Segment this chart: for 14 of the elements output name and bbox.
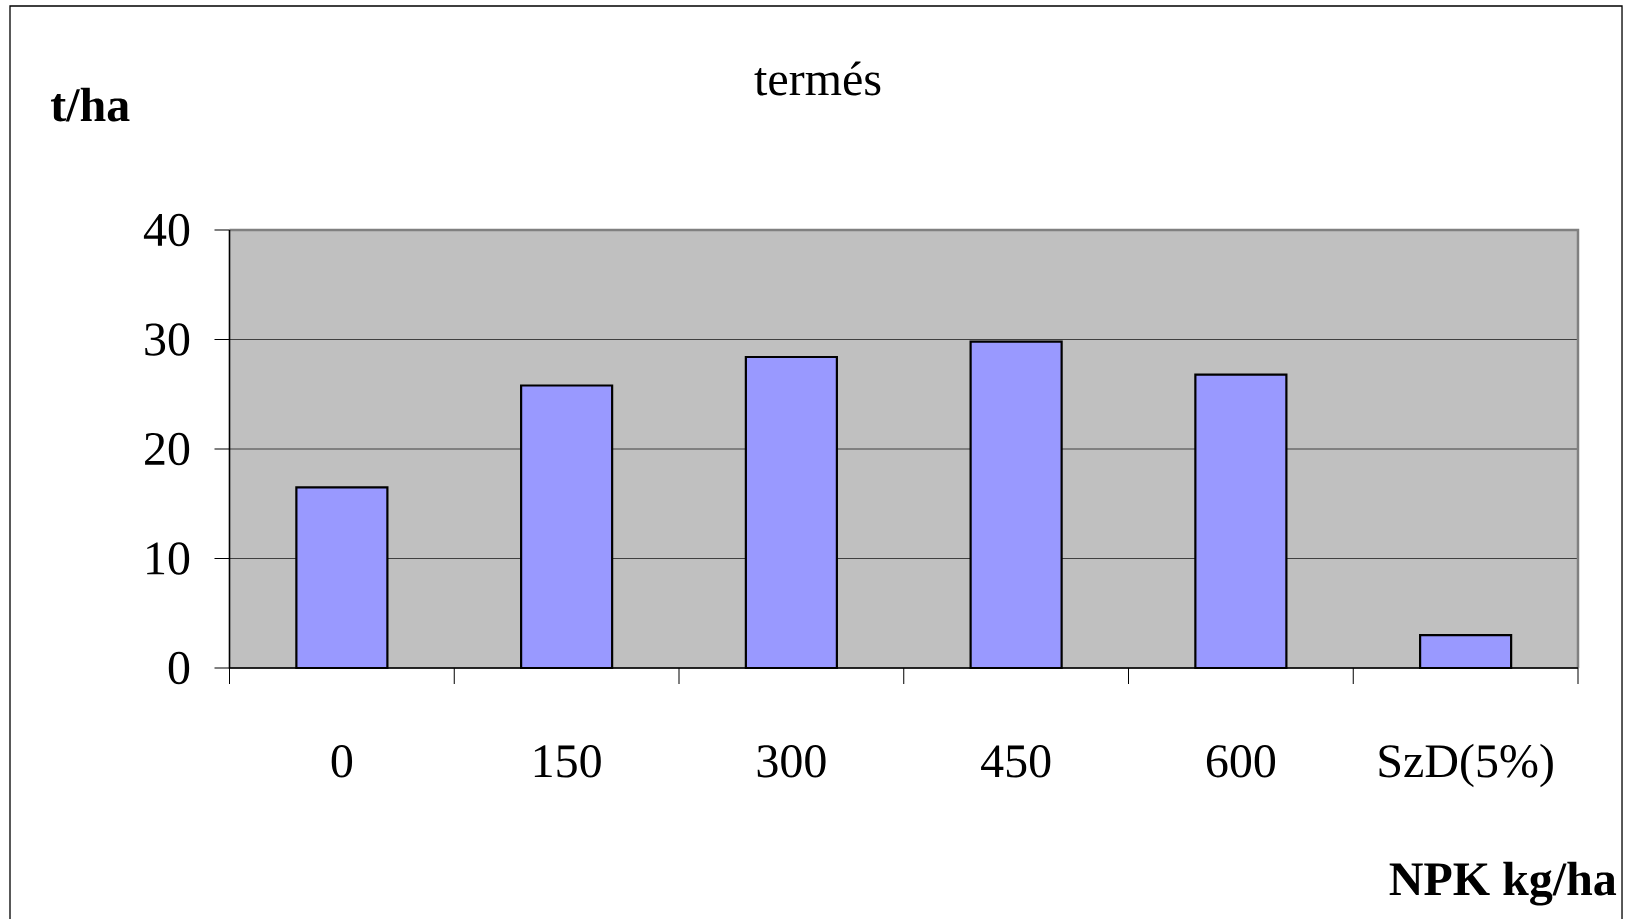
- y-tick-label: 0: [168, 651, 190, 685]
- y-tick-label: 40: [143, 213, 190, 247]
- y-tick-label: 30: [145, 323, 190, 356]
- y-tick-label: 10: [147, 542, 190, 575]
- x-tick-label: 0: [331, 745, 353, 778]
- x-axis-title: NPK kg/ha: [1389, 861, 1617, 906]
- y-tick-label: 20: [145, 432, 190, 466]
- chart-title: termés: [754, 61, 881, 96]
- x-tick-label: 450: [981, 745, 1051, 778]
- x-tick-label: SzD(5%): [1379, 743, 1553, 788]
- y-axis-title: t/ha: [50, 87, 130, 122]
- x-tick-label: 300: [757, 745, 826, 778]
- x-tick-label: 150: [534, 745, 601, 778]
- x-tick-label: 600: [1206, 745, 1276, 778]
